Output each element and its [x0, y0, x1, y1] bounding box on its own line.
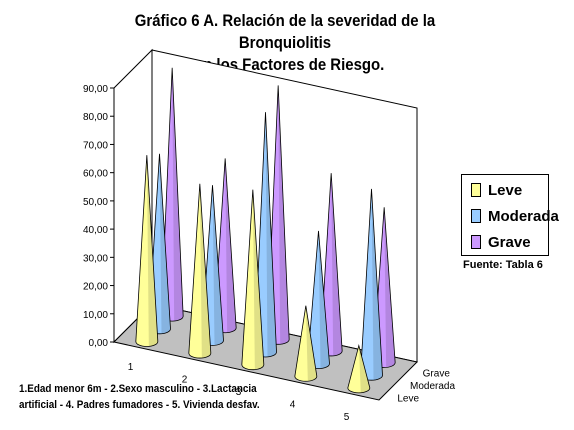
x-tick-label: 5 — [344, 412, 350, 423]
cone-moderada-3 — [254, 112, 277, 358]
footnote-line-1: 1.Edad menor 6m - 2.Sexo masculino - 3.L… — [19, 383, 257, 395]
cone-shade — [305, 305, 317, 382]
cone-shade — [331, 173, 343, 356]
y-tick-label: 60,00 — [83, 169, 108, 180]
legend-item-grave: Grave — [471, 232, 531, 252]
cone-shade — [199, 183, 211, 359]
y-tick-label: 20,00 — [83, 282, 108, 293]
cone-shade — [371, 188, 383, 381]
legend-swatch-leve — [471, 183, 481, 197]
cone-body — [188, 183, 212, 359]
cone-shade — [278, 85, 290, 345]
legend-label-grave: Grave — [488, 233, 531, 251]
cone-body — [135, 155, 159, 347]
cone-moderada-4 — [307, 230, 330, 369]
cone-shade — [159, 153, 171, 334]
cone-body — [294, 305, 318, 382]
legend-label-leve: Leve — [488, 181, 523, 199]
y-tick-label: 50,00 — [83, 197, 108, 208]
cone-shade — [212, 185, 224, 346]
cone-shade — [384, 207, 396, 368]
x-tick-label: 2 — [182, 374, 188, 385]
y-tick-label: 10,00 — [83, 310, 108, 321]
cone-leve-1 — [135, 155, 159, 347]
footnote-line-2: artificial - 4. Padres fumadores - 5. Vi… — [19, 399, 260, 411]
legend-item-leve: Leve — [471, 180, 522, 200]
x-tick-label: 4 — [290, 400, 296, 411]
legend-label-moderada: Moderada — [488, 207, 559, 225]
cone-leve-2 — [188, 183, 212, 359]
y-tick-label: 30,00 — [83, 253, 108, 264]
source-note: Fuente: Tabla 6 — [463, 259, 543, 271]
cone-body — [347, 343, 371, 394]
cone-leve-3 — [241, 189, 265, 371]
y-tick-label: 80,00 — [83, 112, 108, 123]
cone-shade — [172, 67, 184, 322]
depth-tick-label: Moderada — [410, 381, 455, 392]
cone-body — [241, 189, 265, 371]
y-tick-label: 40,00 — [83, 225, 108, 236]
category-footnote: 1.Edad menor 6m - 2.Sexo masculino - 3.L… — [19, 381, 289, 413]
x-tick-label: 1 — [128, 362, 134, 373]
cone-shade — [265, 112, 277, 357]
chart-title-line-1: Gráfico 6 A. Relación de la severidad de… — [134, 11, 436, 52]
cone-leve-4 — [294, 305, 318, 382]
y-tick-label: 70,00 — [83, 140, 108, 151]
cone-shade — [318, 230, 330, 369]
cone-shade — [146, 155, 158, 347]
cone-grave-1 — [160, 67, 184, 322]
legend-item-moderada: Moderada — [471, 206, 559, 226]
y-tick-label: 0,00 — [89, 338, 109, 349]
cone-shade — [358, 345, 370, 393]
legend: Leve Moderada Grave — [461, 174, 559, 256]
legend-swatch-grave — [471, 235, 481, 249]
x-tick-label: 3 — [236, 387, 242, 398]
cone-shade — [252, 189, 264, 370]
depth-tick-label: Leve — [397, 394, 419, 405]
cone-shade — [225, 158, 237, 333]
legend-swatch-moderada — [471, 209, 481, 223]
cone-leve-5 — [347, 343, 371, 394]
y-tick-label: 90,00 — [83, 84, 108, 95]
depth-tick-label: Grave — [423, 368, 451, 379]
